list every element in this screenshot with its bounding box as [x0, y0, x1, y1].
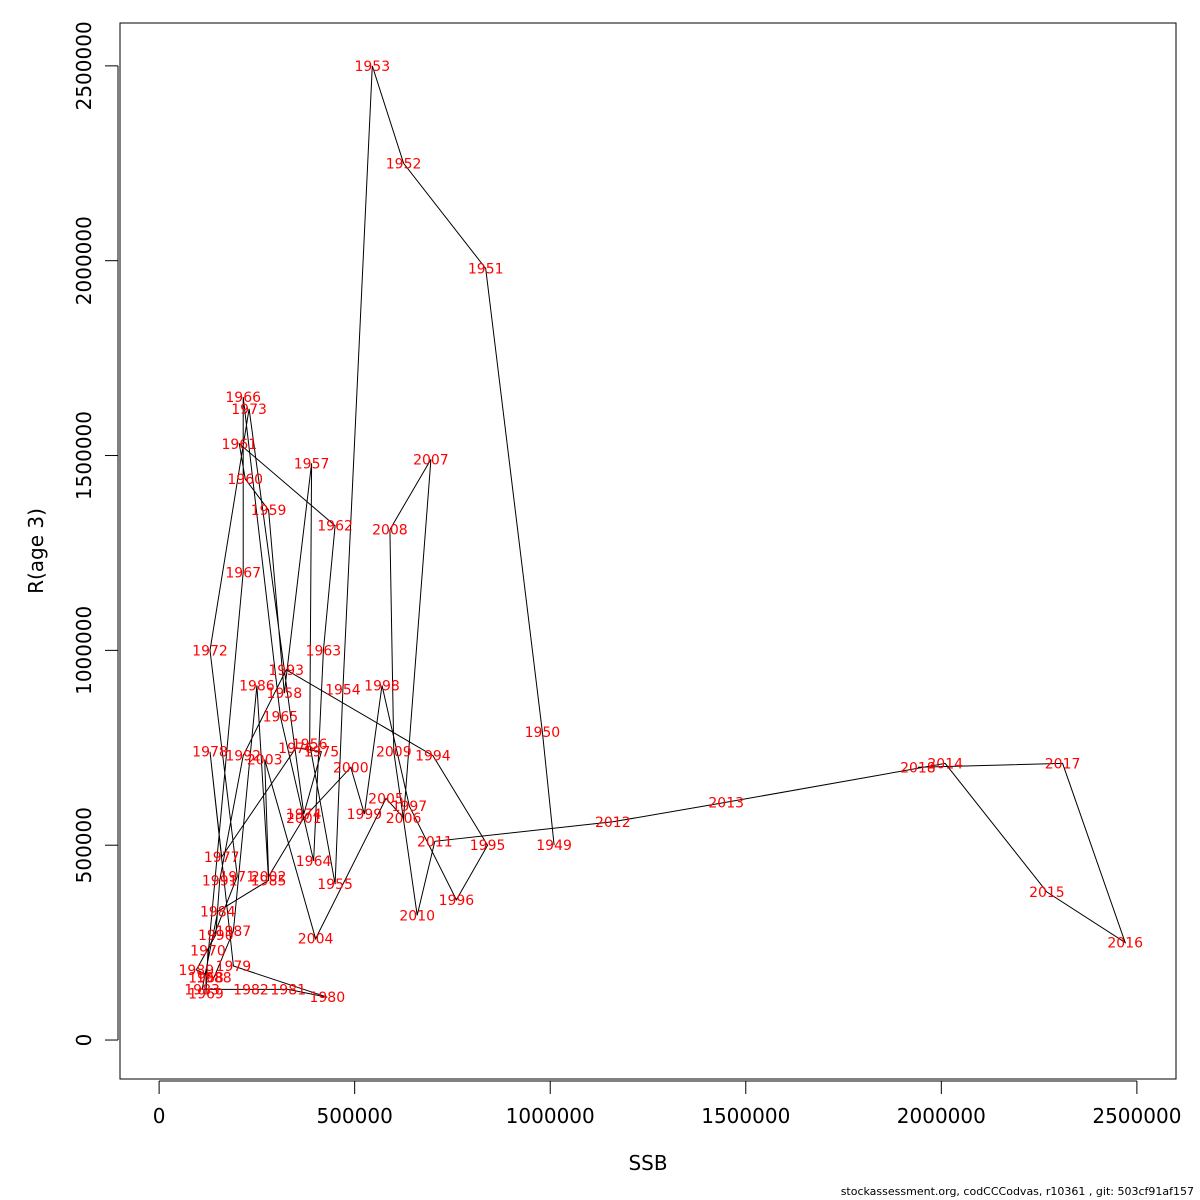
point-label: 2001 — [286, 811, 322, 827]
point-label: 1988 — [196, 971, 232, 987]
x-axis: 0 500000 1000000 1500000 2000000 2500000 — [153, 1080, 1181, 1128]
point-label: 1972 — [192, 643, 228, 659]
point-label: 1953 — [354, 59, 390, 75]
point-label: 1978 — [192, 745, 228, 761]
point-label: 1961 — [221, 437, 257, 453]
point-label: 1998 — [364, 678, 400, 694]
point-label: 2017 — [1045, 756, 1081, 772]
x-tick-label: 1500000 — [701, 1104, 790, 1128]
point-label: 1980 — [309, 990, 345, 1006]
point-label: 2002 — [251, 869, 287, 885]
y-tick-label: 500000 — [72, 807, 96, 883]
point-label: 1950 — [525, 725, 561, 741]
point-label: 1992 — [225, 749, 261, 765]
point-label: 1981 — [270, 982, 306, 998]
point-label: 1987 — [216, 924, 252, 940]
point-label: 1956 — [292, 737, 328, 753]
point-label: 2010 — [399, 908, 435, 924]
point-label: 1957 — [294, 456, 330, 472]
point-label: 1990 — [198, 928, 234, 944]
point-label: 1959 — [251, 503, 287, 519]
point-label: 1991 — [202, 873, 238, 889]
point-label: 1975 — [304, 745, 340, 761]
y-tick-label: 1000000 — [72, 606, 96, 695]
point-label: 2009 — [376, 745, 412, 761]
point-label: 2003 — [247, 753, 283, 769]
point-label: 1985 — [251, 873, 287, 889]
y-tick-label: 1500000 — [72, 411, 96, 500]
point-label: 1971 — [219, 869, 255, 885]
point-label: 1974 — [286, 807, 322, 823]
point-label: 1970 — [190, 943, 226, 959]
point-label: 1952 — [386, 156, 422, 172]
point-label: 1983 — [184, 982, 220, 998]
point-label: 2013 — [708, 795, 744, 811]
point-label: 2012 — [595, 815, 631, 831]
x-tick-label: 2000000 — [897, 1104, 986, 1128]
x-tick-label: 1000000 — [506, 1104, 595, 1128]
point-label: 2006 — [386, 811, 422, 827]
point-label: 2014 — [927, 756, 963, 772]
point-label: 2005 — [368, 791, 404, 807]
point-label: 1993 — [268, 663, 304, 679]
y-tick-label: 2500000 — [72, 21, 96, 110]
point-labels: 1949 1950 1951 1952 1953 1954 1955 1956 1957 1958… — [178, 59, 1143, 1006]
point-label: 1965 — [263, 710, 299, 726]
point-label: 2018 — [900, 760, 936, 776]
point-label: 1962 — [317, 519, 353, 535]
point-label: 1989 — [178, 963, 214, 979]
point-label: 1960 — [227, 472, 263, 488]
point-label: 1977 — [204, 850, 240, 866]
point-label: 1955 — [317, 877, 353, 893]
point-label: 2011 — [417, 834, 453, 850]
plot-frame — [119, 22, 1177, 1080]
point-label: 1976 — [278, 741, 314, 757]
y-tick-label: 0 — [72, 1034, 96, 1047]
point-label: 2016 — [1107, 936, 1143, 952]
point-label: 1967 — [225, 565, 261, 581]
point-label: 1984 — [200, 904, 236, 920]
point-label: 2007 — [413, 452, 449, 468]
point-label: 1968 — [188, 971, 224, 987]
y-tick-label: 2000000 — [72, 216, 96, 305]
point-label: 1995 — [470, 838, 506, 854]
point-label: 2004 — [298, 932, 334, 948]
x-tick-label: 0 — [153, 1104, 166, 1128]
point-label: 1963 — [306, 643, 342, 659]
series-line — [195, 65, 1127, 998]
point-label: 1997 — [392, 799, 428, 815]
x-axis-title: SSB — [628, 1151, 667, 1175]
point-label: 2000 — [333, 760, 369, 776]
point-label: 1994 — [415, 749, 451, 765]
point-label: 2015 — [1029, 885, 1065, 901]
point-label: 1986 — [239, 678, 275, 694]
point-label: 1982 — [233, 982, 269, 998]
point-label: 1979 — [216, 959, 252, 975]
y-axis-title: R(age 3) — [24, 508, 48, 594]
point-label: 1954 — [325, 682, 361, 698]
point-label: 1999 — [347, 807, 383, 823]
point-label: 1996 — [439, 893, 475, 909]
point-label: 1973 — [231, 402, 267, 418]
x-tick-label: 500000 — [316, 1104, 392, 1128]
point-label: 1964 — [296, 854, 332, 870]
point-label: 1951 — [468, 262, 504, 278]
y-axis: 0 500000 1000000 1500000 2000000 2500000 — [72, 21, 119, 1047]
point-label: 1966 — [225, 390, 261, 406]
point-label: 1949 — [536, 838, 572, 854]
point-label: 2008 — [372, 523, 408, 539]
point-label: 1958 — [266, 686, 302, 702]
point-label: 1969 — [188, 986, 224, 1002]
footer-credit: stockassessment.org, codCCCodvas, r10361… — [840, 1185, 1194, 1198]
x-tick-label: 2500000 — [1092, 1104, 1181, 1128]
